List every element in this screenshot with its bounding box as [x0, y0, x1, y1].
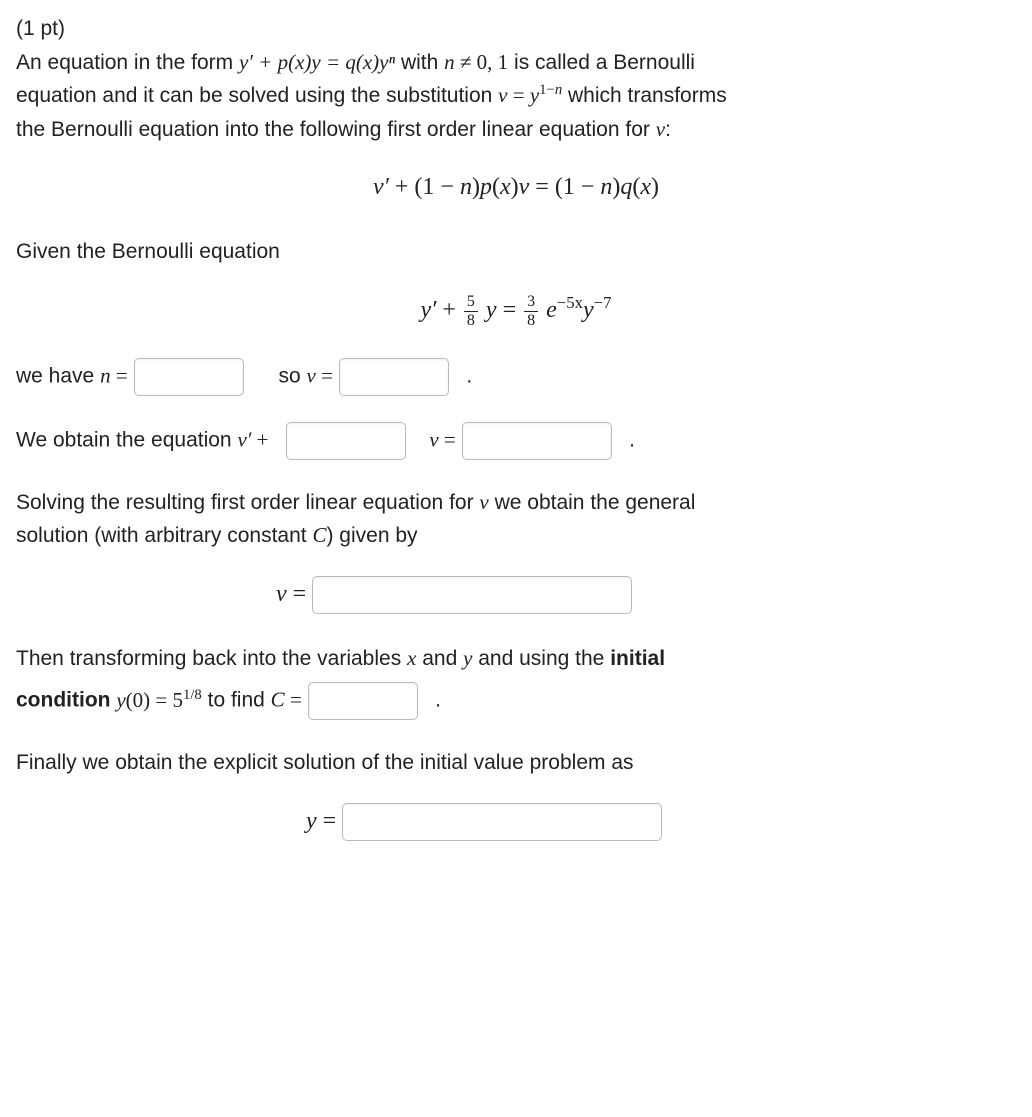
given-y-sup: −7 [594, 293, 612, 312]
frac-3-8-den: 8 [524, 312, 538, 329]
eq-sub: v = y1−n [498, 83, 562, 107]
solve-text-3: solution (with arbitrary constant [16, 524, 312, 547]
we-have: we have [16, 364, 100, 387]
given-y: y [486, 297, 497, 323]
period-2: . [629, 428, 635, 451]
vprime-plus: v′ + [237, 427, 268, 451]
given-label: Given the Bernoulli equation [16, 235, 1016, 269]
input-v-sub[interactable] [339, 358, 449, 396]
v-equals-2: v = [429, 427, 455, 451]
solve-C: C [312, 523, 326, 547]
line-n: we have n = so v = . [16, 358, 1016, 396]
given-e-sup: −5x [557, 293, 583, 312]
back-text-2: and using the [472, 647, 610, 670]
final-text: Finally we obtain the explicit solution … [16, 746, 1016, 780]
transformed-equation: v′ + (1 − n)p(x)v = (1 − n)q(x) [16, 168, 1016, 206]
frac-5-8-den: 8 [464, 312, 478, 329]
points-label: (1 pt) [16, 12, 1016, 46]
y-equals: y = [306, 808, 336, 834]
eq-n-ne: n ≠ 0, 1 [444, 50, 508, 74]
intro-text-3: the Bernoulli equation into the followin… [16, 118, 656, 141]
line-obtain: We obtain the equation v′ + v = . [16, 422, 1016, 460]
back-text-1: Then transforming back into the variable… [16, 647, 407, 670]
condition-line: condition y(0) = 51/8 to find C = . [16, 682, 1016, 720]
intro-line-3: the Bernoulli equation into the followin… [16, 113, 1016, 147]
v-solution-row: v = [16, 575, 1016, 614]
intro-text-2b: which transforms [568, 84, 727, 107]
period-1: . [466, 364, 472, 387]
eq-transformed-lhs: v′ + (1 − n)p(x)v [373, 174, 529, 200]
cond-eq: y(0) = 51/8 [116, 688, 201, 712]
solve-para-1: Solving the resulting first order linear… [16, 486, 1016, 520]
back-line-1: Then transforming back into the variable… [16, 642, 1016, 676]
we-obtain: We obtain the equation [16, 428, 237, 451]
colon: : [665, 118, 671, 141]
C-equals: C = [271, 688, 302, 712]
back-bold: initial [610, 647, 665, 670]
intro-text-1c: is called a Bernoulli [514, 51, 695, 74]
input-n[interactable] [134, 358, 244, 396]
given-y-prime: y′ [420, 297, 436, 323]
cond-bold: condition [16, 689, 116, 712]
input-rhs[interactable] [462, 422, 612, 460]
solve-v: v [479, 490, 488, 514]
frac-5-8-num: 5 [464, 294, 478, 312]
eq-v-var: v [656, 117, 665, 141]
intro-text-1a: An equation in the form [16, 51, 239, 74]
v-equals-3: v = [276, 581, 306, 607]
frac-3-8: 3 8 [524, 294, 538, 329]
input-pv-coef[interactable] [286, 422, 406, 460]
solve-para-2: solution (with arbitrary constant C) giv… [16, 519, 1016, 553]
y-solution-row: y = [16, 802, 1016, 841]
back-and: and [416, 647, 463, 670]
input-C[interactable] [308, 682, 418, 720]
solve-text-4: ) given by [326, 524, 417, 547]
intro-text-2a: equation and it can be solved using the … [16, 84, 498, 107]
n-equals: n = [100, 363, 128, 387]
solve-text-2: we obtain the general [489, 491, 696, 514]
given-equation: y′ + 5 8 y = 3 8 e−5xy−7 [16, 290, 1016, 329]
so: so [279, 364, 307, 387]
frac-3-8-num: 3 [524, 294, 538, 312]
v-equals-1: v = [307, 363, 333, 387]
period-3: . [435, 689, 441, 712]
cond-find: to find [208, 689, 271, 712]
solve-text-1: Solving the resulting first order linear… [16, 491, 479, 514]
intro-line-2: equation and it can be solved using the … [16, 79, 1016, 113]
given-e: e [546, 297, 557, 323]
cond-eq-sup: 1/8 [183, 687, 202, 703]
back-x: x [407, 646, 416, 670]
eq-transformed-rhs: (1 − n)q(x) [555, 174, 659, 200]
intro-text-1b: with [401, 51, 444, 74]
eq-bernoulli-form: y′ + p(x)y = q(x)yⁿ [239, 50, 395, 74]
input-y-solution[interactable] [342, 803, 662, 841]
frac-5-8: 5 8 [464, 294, 478, 329]
input-v-solution[interactable] [312, 576, 632, 614]
given-y2: y [583, 297, 594, 323]
intro-line-1: An equation in the form y′ + p(x)y = q(x… [16, 46, 1016, 80]
